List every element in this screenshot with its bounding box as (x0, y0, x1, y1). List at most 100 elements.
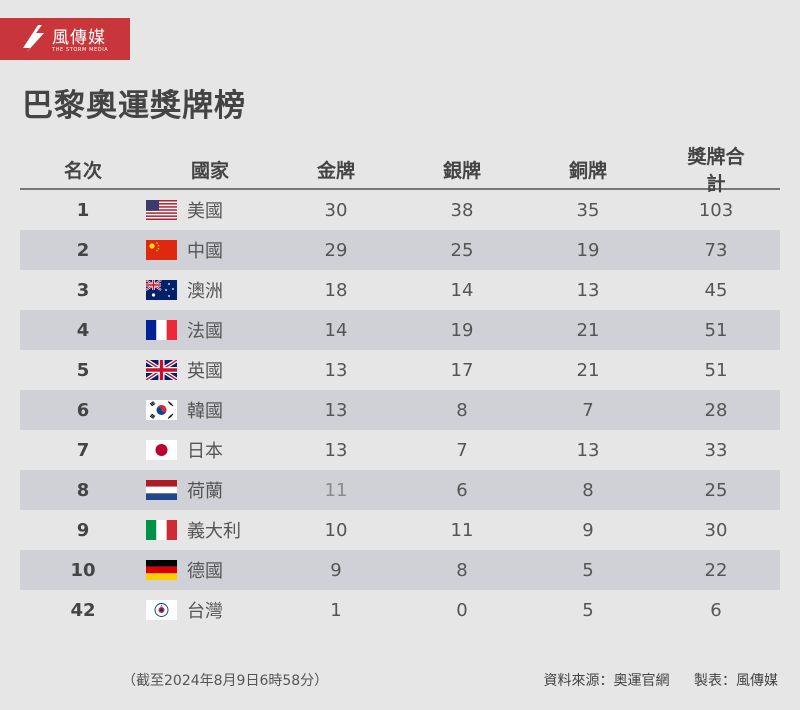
country-name: 韓國 (187, 401, 223, 422)
gold-cell: 29 (324, 239, 348, 261)
bronze-cell: 5 (582, 559, 594, 581)
header-total: 獎牌合計 (687, 146, 745, 195)
gold-cell: 13 (324, 439, 348, 461)
bronze-cell: 9 (582, 519, 594, 541)
rank-cell: 10 (70, 559, 96, 581)
country-name: 台灣 (187, 601, 223, 622)
rank-cell: 4 (76, 319, 90, 341)
rank-cell: 1 (76, 199, 90, 221)
australia-flag-icon (145, 279, 177, 300)
silver-cell: 11 (450, 519, 474, 541)
table-body: 1 美國 30 38 35 103 2 中國 29 25 19 73 3 澳洲 18 14 13 45 4 法國 14 1… (20, 190, 780, 630)
rank-cell: 2 (76, 239, 90, 261)
rank-cell: 42 (70, 599, 96, 621)
bronze-cell: 13 (576, 279, 600, 301)
france-flag-icon (146, 320, 177, 340)
country-cell: 台灣 (146, 597, 272, 623)
country-cell: 德國 (146, 557, 272, 583)
korea-flag-icon (146, 400, 177, 420)
uk-flag-icon (144, 358, 179, 382)
gold-cell: 14 (324, 319, 348, 341)
table-row: 6 韓國 13 8 7 28 (20, 390, 780, 430)
gold-cell: 1 (330, 599, 342, 621)
table-row: 10 德國 9 8 5 22 (20, 550, 780, 590)
header-gold: 金牌 (316, 159, 355, 182)
italy-flag-icon (146, 520, 177, 540)
bronze-cell: 7 (582, 399, 594, 421)
silver-cell: 6 (456, 479, 468, 501)
total-cell: 103 (698, 199, 734, 221)
country-name: 日本 (187, 441, 223, 462)
header-rank: 名次 (63, 159, 102, 182)
silver-cell: 38 (450, 199, 474, 221)
maker-credit: 製表：風傳媒 (694, 673, 778, 689)
table-row: 1 美國 30 38 35 103 (20, 190, 780, 230)
country-name: 荷蘭 (187, 481, 223, 502)
bronze-cell: 13 (576, 439, 600, 461)
total-cell: 51 (704, 359, 728, 381)
silver-cell: 7 (456, 439, 468, 461)
table-row: 9 義大利 10 11 9 30 (20, 510, 780, 550)
usa-flag-icon (146, 200, 177, 220)
silver-cell: 17 (450, 359, 474, 381)
country-name: 美國 (187, 201, 223, 222)
silver-cell: 8 (456, 399, 468, 421)
source-credit: 資料來源：奧運官網 (543, 673, 670, 689)
medal-table: 名次 國家 金牌 銀牌 銅牌 獎牌合計 1 美國 30 38 35 103 2 中國 29 25 1… (20, 146, 780, 630)
header-silver: 銀牌 (442, 159, 481, 182)
total-cell: 28 (704, 399, 728, 421)
bronze-cell: 35 (576, 199, 600, 221)
rank-cell: 7 (76, 439, 90, 461)
country-cell: 韓國 (146, 397, 272, 423)
rank-cell: 3 (76, 279, 90, 301)
total-cell: 33 (704, 439, 728, 461)
gold-cell: 10 (324, 519, 348, 541)
brand-logo: 風傳媒 THE STORM MEDIA (0, 18, 130, 60)
bronze-cell: 19 (576, 239, 600, 261)
total-cell: 22 (704, 559, 728, 581)
gold-cell: 13 (324, 399, 348, 421)
country-name: 澳洲 (187, 281, 223, 302)
total-cell: 30 (704, 519, 728, 541)
netherlands-flag-icon (146, 480, 177, 500)
country-name: 法國 (187, 321, 223, 342)
country-cell: 法國 (146, 317, 272, 343)
table-row: 42 台灣 1 0 5 6 (20, 590, 780, 630)
rank-cell: 6 (76, 399, 90, 421)
rank-cell: 9 (76, 519, 90, 541)
timestamp-note: （截至2024年8月9日6時58分） (122, 673, 329, 689)
total-cell: 73 (704, 239, 728, 261)
page-title: 巴黎奧運獎牌榜 (22, 88, 246, 124)
gold-cell: 9 (330, 559, 342, 581)
logo-name: 風傳媒 (52, 28, 106, 48)
country-cell: 英國 (144, 357, 272, 383)
gold-cell: 30 (324, 199, 348, 221)
rank-cell: 5 (76, 359, 90, 381)
china-flag-icon (146, 240, 177, 260)
gold-cell: 18 (324, 279, 348, 301)
total-cell: 6 (710, 599, 722, 621)
rank-cell: 8 (76, 479, 90, 501)
silver-cell: 14 (450, 279, 474, 301)
country-cell: 日本 (146, 437, 272, 463)
country-cell: 澳洲 (145, 277, 272, 303)
total-cell: 45 (704, 279, 728, 301)
table-row: 4 法國 14 19 21 51 (20, 310, 780, 350)
table-row: 7 日本 13 7 13 33 (20, 430, 780, 470)
table-row: 3 澳洲 18 14 13 45 (20, 270, 780, 310)
credits: 資料來源：奧運官網 製表：風傳媒 (544, 670, 778, 690)
bronze-cell: 21 (576, 319, 600, 341)
silver-cell: 19 (450, 319, 474, 341)
country-name: 英國 (187, 361, 223, 382)
germany-flag-icon (146, 560, 177, 580)
gold-cell: 11 (324, 479, 348, 501)
table-row: 2 中國 29 25 19 73 (20, 230, 780, 270)
table-row: 8 荷蘭 11 6 8 25 (20, 470, 780, 510)
logo-subtitle: THE STORM MEDIA (52, 47, 109, 53)
bronze-cell: 5 (582, 599, 594, 621)
country-cell: 義大利 (146, 517, 272, 543)
japan-flag-icon (146, 440, 177, 460)
table-header: 名次 國家 金牌 銀牌 銅牌 獎牌合計 (20, 146, 780, 195)
total-cell: 51 (704, 319, 728, 341)
storm-logo-icon (23, 25, 44, 53)
